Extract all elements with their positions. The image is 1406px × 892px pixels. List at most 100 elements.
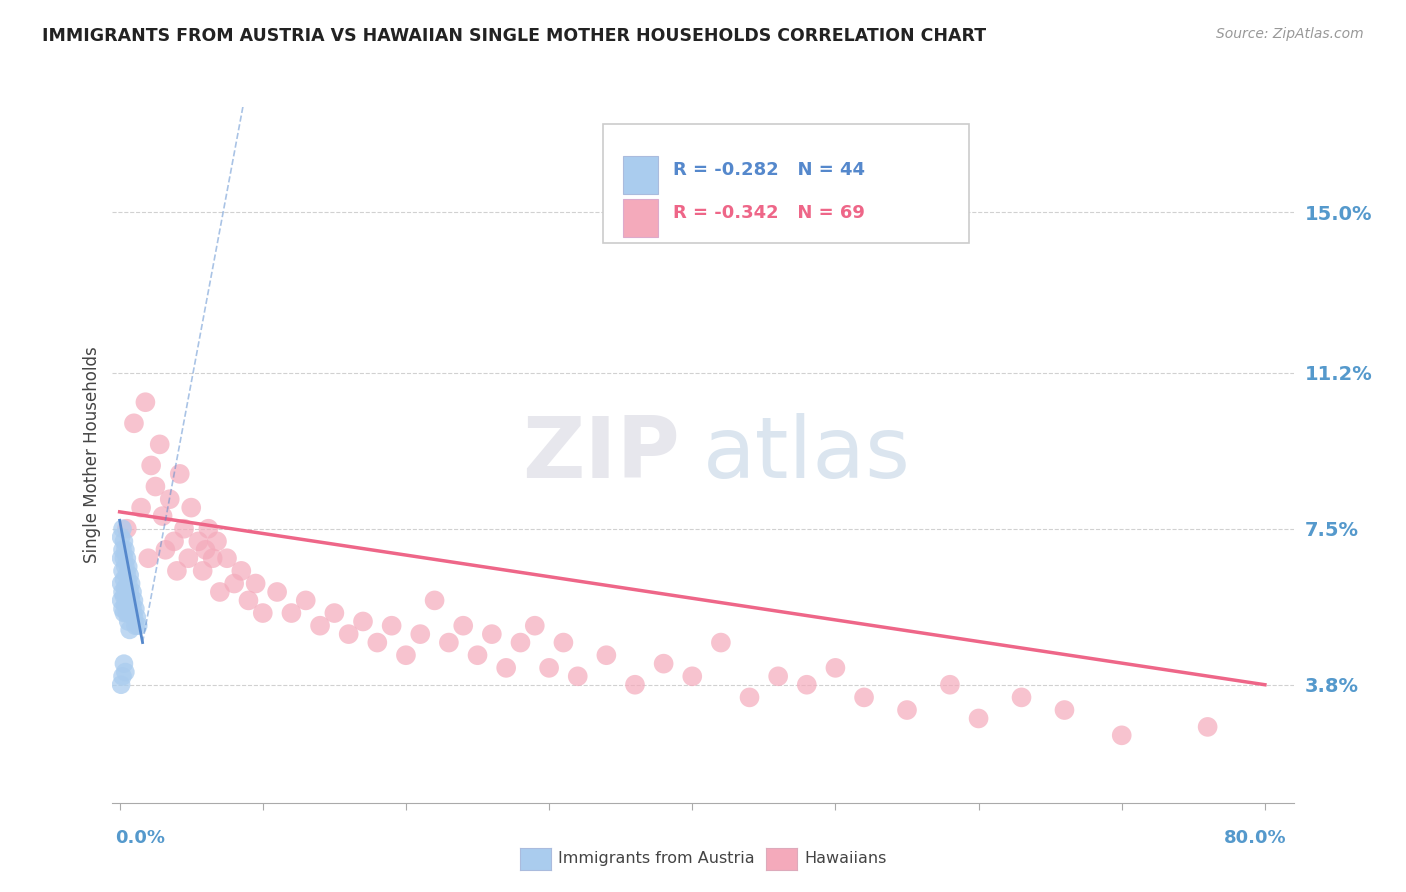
Point (114, 559, 136, 574)
Point (224, 576, 246, 591)
Point (111, 522, 134, 536)
Point (117, 559, 139, 574)
Point (118, 568, 141, 582)
Point (134, 395, 156, 409)
Point (115, 606, 138, 620)
Point (118, 585, 141, 599)
Point (294, 593, 316, 607)
Point (112, 534, 135, 549)
Point (523, 618, 546, 632)
Point (509, 635, 531, 649)
Point (197, 522, 219, 536)
Point (112, 572, 135, 586)
Point (117, 576, 139, 591)
Point (110, 551, 132, 566)
Text: Hawaiians: Hawaiians (804, 852, 887, 866)
Point (595, 648, 617, 663)
Point (409, 627, 432, 641)
Point (163, 534, 186, 549)
Point (481, 627, 503, 641)
Point (624, 678, 647, 692)
Point (114, 665, 136, 679)
Point (112, 551, 135, 566)
Point (110, 576, 132, 591)
Point (129, 500, 152, 515)
Point (205, 534, 228, 549)
Point (191, 564, 214, 578)
Point (194, 542, 217, 557)
Point (231, 564, 253, 578)
Point (710, 635, 733, 649)
Point (111, 602, 134, 616)
Point (111, 542, 134, 557)
Point (124, 618, 146, 632)
Point (114, 598, 136, 612)
Point (117, 598, 139, 612)
Text: 0.0%: 0.0% (115, 829, 166, 847)
Point (215, 551, 238, 566)
Point (169, 467, 191, 481)
Point (423, 593, 446, 607)
Point (252, 606, 274, 620)
Point (112, 657, 135, 671)
Text: atlas: atlas (703, 413, 911, 497)
Point (110, 678, 132, 692)
Point (352, 615, 374, 629)
Text: IMMIGRANTS FROM AUSTRIA VS HAWAIIAN SINGLE MOTHER HOUSEHOLDS CORRELATION CHART: IMMIGRANTS FROM AUSTRIA VS HAWAIIAN SING… (42, 27, 986, 45)
Point (1197, 720, 1219, 734)
Point (121, 602, 143, 616)
Point (738, 690, 761, 705)
Text: Source: ZipAtlas.com: Source: ZipAtlas.com (1216, 27, 1364, 41)
Text: ZIP: ZIP (522, 413, 679, 497)
Point (567, 669, 589, 683)
Point (118, 606, 141, 620)
Point (467, 648, 489, 663)
Point (114, 542, 136, 557)
Point (824, 661, 846, 675)
Point (120, 576, 142, 591)
Text: 80.0%: 80.0% (1223, 829, 1286, 847)
Point (121, 585, 143, 599)
Point (155, 542, 177, 557)
Point (553, 635, 575, 649)
Point (111, 669, 134, 683)
Point (122, 417, 145, 431)
Point (111, 585, 134, 599)
Point (208, 585, 231, 599)
Point (395, 648, 418, 663)
Point (139, 458, 162, 473)
Point (796, 678, 818, 692)
Point (177, 551, 200, 566)
Point (180, 500, 202, 515)
Bar (623, 156, 658, 194)
Point (112, 606, 135, 620)
Point (115, 568, 138, 582)
Point (166, 564, 188, 578)
Point (538, 661, 561, 675)
Point (173, 522, 195, 536)
Point (337, 627, 360, 641)
Point (323, 606, 346, 620)
Point (309, 618, 332, 632)
Point (122, 593, 145, 607)
Point (853, 690, 876, 705)
Point (451, 618, 474, 632)
Y-axis label: Single Mother Households: Single Mother Households (83, 347, 101, 563)
Point (238, 593, 260, 607)
Point (112, 589, 135, 603)
Point (681, 669, 703, 683)
Point (266, 585, 288, 599)
Point (766, 669, 789, 683)
Text: Immigrants from Austria: Immigrants from Austria (558, 852, 755, 866)
Point (115, 522, 138, 536)
Point (280, 606, 302, 620)
Point (127, 618, 149, 632)
Point (111, 564, 134, 578)
Text: R = -0.282   N = 44: R = -0.282 N = 44 (673, 161, 866, 178)
Point (152, 509, 174, 524)
Point (159, 492, 181, 507)
Point (939, 678, 962, 692)
Point (115, 589, 138, 603)
Bar (623, 199, 658, 237)
Point (437, 635, 460, 649)
